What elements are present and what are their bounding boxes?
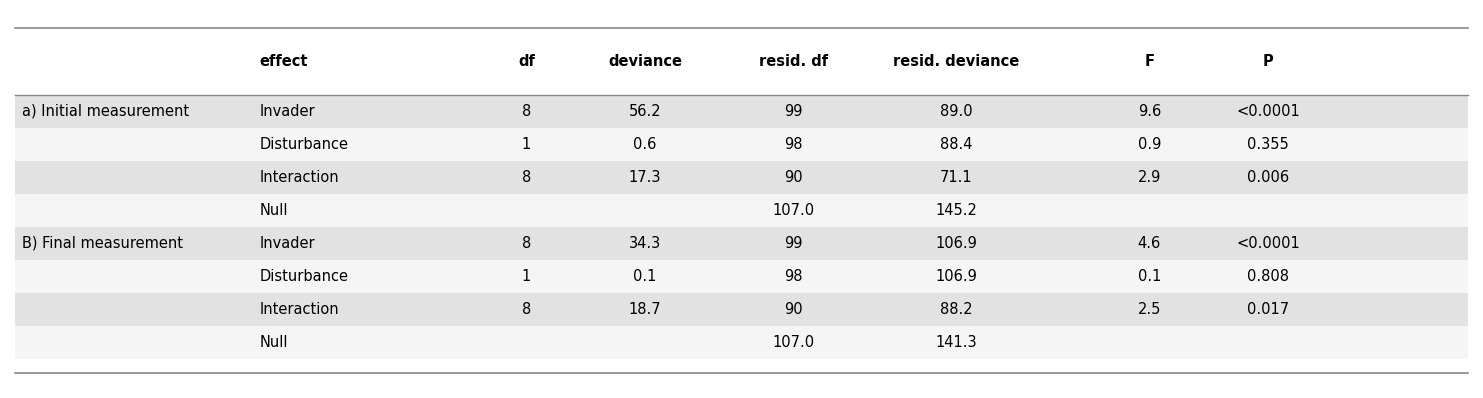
Text: 0.1: 0.1 xyxy=(633,269,657,284)
Text: 90: 90 xyxy=(785,302,802,317)
Text: Invader: Invader xyxy=(260,236,316,251)
Text: 56.2: 56.2 xyxy=(629,104,661,119)
Text: Disturbance: Disturbance xyxy=(260,269,349,284)
Text: 0.006: 0.006 xyxy=(1247,170,1289,185)
Text: 0.9: 0.9 xyxy=(1137,137,1161,152)
Text: 2.9: 2.9 xyxy=(1137,170,1161,185)
Text: Interaction: Interaction xyxy=(260,302,340,317)
Text: F: F xyxy=(1145,55,1154,70)
Text: resid. df: resid. df xyxy=(759,55,828,70)
Text: 8: 8 xyxy=(522,236,531,251)
Text: 90: 90 xyxy=(785,170,802,185)
Text: 106.9: 106.9 xyxy=(936,269,977,284)
Text: 8: 8 xyxy=(522,104,531,119)
Text: 99: 99 xyxy=(785,236,802,251)
Text: 0.1: 0.1 xyxy=(1137,269,1161,284)
Bar xyxy=(15,293,1468,326)
Text: B) Final measurement: B) Final measurement xyxy=(22,236,184,251)
Text: 98: 98 xyxy=(785,269,802,284)
Text: 0.017: 0.017 xyxy=(1247,302,1289,317)
Text: Interaction: Interaction xyxy=(260,170,340,185)
Bar xyxy=(15,128,1468,161)
Text: 9.6: 9.6 xyxy=(1137,104,1161,119)
Bar xyxy=(15,194,1468,227)
Text: 107.0: 107.0 xyxy=(773,203,814,218)
Text: <0.0001: <0.0001 xyxy=(1237,236,1299,251)
Text: 17.3: 17.3 xyxy=(629,170,661,185)
Text: Null: Null xyxy=(260,203,288,218)
Text: resid. deviance: resid. deviance xyxy=(893,55,1020,70)
Text: 106.9: 106.9 xyxy=(936,236,977,251)
Text: 99: 99 xyxy=(785,104,802,119)
Text: 71.1: 71.1 xyxy=(940,170,973,185)
Text: 145.2: 145.2 xyxy=(936,203,977,218)
Text: df: df xyxy=(518,55,535,70)
Text: <0.0001: <0.0001 xyxy=(1237,104,1299,119)
Text: 98: 98 xyxy=(785,137,802,152)
Text: 0.808: 0.808 xyxy=(1247,269,1289,284)
Text: 0.355: 0.355 xyxy=(1247,137,1289,152)
Text: a) Initial measurement: a) Initial measurement xyxy=(22,104,190,119)
Text: 34.3: 34.3 xyxy=(629,236,661,251)
Text: 4.6: 4.6 xyxy=(1137,236,1161,251)
Bar xyxy=(15,95,1468,128)
Text: effect: effect xyxy=(260,55,308,70)
Bar xyxy=(15,326,1468,359)
Text: Null: Null xyxy=(260,335,288,350)
Text: 1: 1 xyxy=(522,137,531,152)
Bar xyxy=(15,260,1468,293)
Text: Invader: Invader xyxy=(260,104,316,119)
Text: 2.5: 2.5 xyxy=(1137,302,1161,317)
Text: 1: 1 xyxy=(522,269,531,284)
Text: 88.2: 88.2 xyxy=(940,302,973,317)
Text: 107.0: 107.0 xyxy=(773,335,814,350)
Text: 141.3: 141.3 xyxy=(936,335,977,350)
Text: 89.0: 89.0 xyxy=(940,104,973,119)
Text: P: P xyxy=(1262,55,1274,70)
Bar xyxy=(15,161,1468,194)
Text: 18.7: 18.7 xyxy=(629,302,661,317)
Text: deviance: deviance xyxy=(608,55,682,70)
Bar xyxy=(15,227,1468,260)
Text: 0.6: 0.6 xyxy=(633,137,657,152)
Text: 8: 8 xyxy=(522,170,531,185)
Text: 8: 8 xyxy=(522,302,531,317)
Text: 88.4: 88.4 xyxy=(940,137,973,152)
Text: Disturbance: Disturbance xyxy=(260,137,349,152)
